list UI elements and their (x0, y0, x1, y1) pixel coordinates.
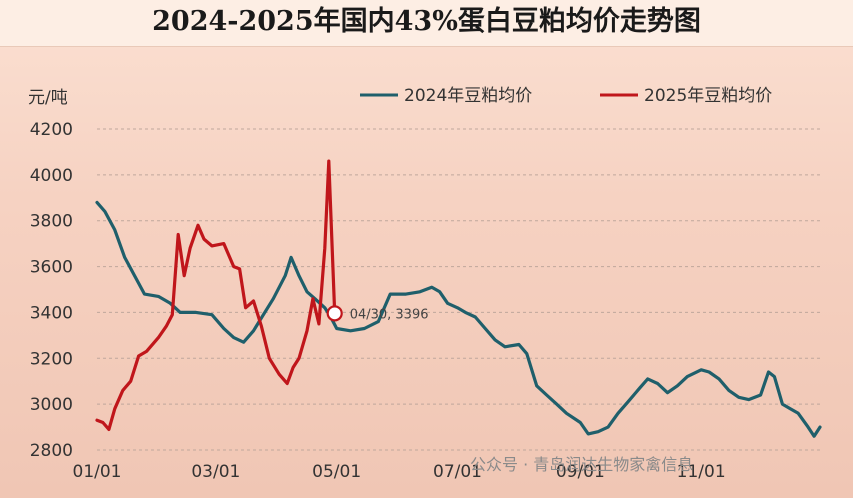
y-tick-label: 2800 (30, 441, 73, 461)
x-tick-label: 09/01 (556, 462, 605, 482)
y-tick-label: 3800 (30, 212, 73, 232)
series-line-2025 (95, 159, 337, 431)
y-tick-label: 3400 (30, 303, 73, 323)
x-tick-label: 11/01 (677, 462, 726, 482)
series-line-2024 (95, 200, 822, 438)
x-tick-label: 05/01 (312, 462, 361, 482)
x-tick-label: 01/01 (73, 462, 122, 482)
annotation-label: 04/30, 3396 (350, 307, 429, 322)
y-tick-label: 3200 (30, 349, 73, 369)
y-tick-label: 3600 (30, 258, 73, 278)
y-tick-label: 4000 (30, 166, 73, 186)
chart-title: 2024-2025年国内43%蛋白豆粕均价走势图 (0, 0, 853, 47)
y-axis-label: 元/吨 (28, 88, 68, 108)
x-tick-label: 07/01 (433, 462, 482, 482)
annotation-marker (326, 305, 343, 322)
y-tick-label: 4200 (30, 120, 73, 140)
y-tick-label: 3000 (30, 395, 73, 415)
x-tick-label: 03/01 (191, 462, 240, 482)
legend-label: 2025年豆粕均价 (644, 86, 772, 106)
legend-label: 2024年豆粕均价 (404, 86, 532, 106)
watermark-text: 公众号 · 青岛润达生物家禽信息 (470, 455, 693, 474)
